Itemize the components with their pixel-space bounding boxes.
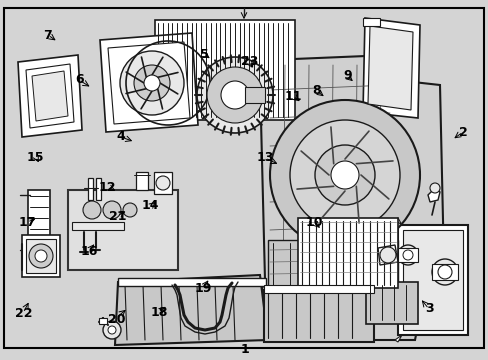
Bar (68, 190, 178, 270)
Bar (402, 230, 462, 330)
Circle shape (156, 176, 170, 190)
Text: 8: 8 (312, 84, 321, 97)
Text: 4: 4 (117, 130, 125, 143)
Text: 13: 13 (256, 151, 273, 164)
Bar (136, 172, 148, 190)
Text: 23: 23 (240, 55, 258, 68)
Bar (154, 172, 172, 194)
Bar (72, 222, 124, 230)
Bar (264, 290, 373, 342)
Circle shape (221, 81, 248, 109)
Polygon shape (115, 275, 267, 345)
Circle shape (29, 244, 53, 268)
Bar (267, 240, 397, 300)
Text: 19: 19 (194, 282, 211, 294)
Text: 14: 14 (142, 199, 159, 212)
Circle shape (134, 65, 170, 101)
Circle shape (103, 321, 121, 339)
Polygon shape (367, 26, 412, 110)
Polygon shape (394, 335, 401, 342)
Bar (431, 264, 457, 280)
Text: 20: 20 (107, 313, 125, 326)
Circle shape (206, 67, 263, 123)
Circle shape (108, 326, 116, 334)
Text: 7: 7 (43, 29, 52, 42)
Circle shape (402, 250, 412, 260)
Circle shape (120, 51, 183, 115)
Text: 18: 18 (150, 306, 167, 319)
Circle shape (103, 201, 121, 219)
Text: 22: 22 (15, 307, 32, 320)
Circle shape (289, 120, 399, 230)
Text: 12: 12 (99, 181, 116, 194)
Bar (99, 318, 107, 324)
Bar (297, 218, 397, 288)
Text: 21: 21 (108, 210, 126, 222)
Polygon shape (427, 188, 439, 202)
Bar (397, 248, 417, 262)
Circle shape (197, 57, 272, 133)
Circle shape (83, 201, 101, 219)
Text: 17: 17 (18, 216, 36, 229)
Circle shape (314, 145, 374, 205)
Circle shape (35, 250, 47, 262)
Bar (264, 285, 373, 293)
Polygon shape (32, 71, 68, 121)
Polygon shape (100, 33, 198, 132)
Polygon shape (18, 55, 82, 137)
Text: 16: 16 (80, 245, 98, 258)
Bar (22, 235, 60, 277)
Polygon shape (108, 42, 190, 124)
Bar (244, 87, 264, 103)
Bar (118, 278, 265, 286)
Circle shape (379, 247, 395, 263)
Circle shape (431, 259, 457, 285)
Text: 2: 2 (458, 126, 467, 139)
Bar (96, 178, 101, 200)
Bar (26, 239, 56, 273)
Text: 9: 9 (342, 69, 351, 82)
Text: 1: 1 (240, 343, 248, 356)
Text: 15: 15 (27, 151, 44, 164)
Circle shape (429, 183, 439, 193)
Text: 5: 5 (200, 48, 208, 60)
Circle shape (397, 245, 417, 265)
Circle shape (143, 75, 160, 91)
Bar (365, 282, 417, 324)
Polygon shape (377, 245, 397, 265)
Polygon shape (26, 64, 74, 128)
Bar (397, 225, 467, 335)
Polygon shape (394, 218, 401, 225)
Polygon shape (362, 18, 419, 118)
Circle shape (330, 161, 358, 189)
Bar (28, 190, 50, 255)
Text: 10: 10 (305, 216, 322, 229)
Bar (155, 20, 294, 120)
Text: 11: 11 (284, 90, 302, 103)
Bar (88, 178, 93, 200)
Polygon shape (362, 18, 379, 26)
Text: 6: 6 (75, 73, 83, 86)
Text: 3: 3 (424, 302, 433, 315)
Circle shape (437, 265, 451, 279)
Polygon shape (254, 55, 444, 340)
Circle shape (269, 100, 419, 250)
Circle shape (123, 203, 137, 217)
